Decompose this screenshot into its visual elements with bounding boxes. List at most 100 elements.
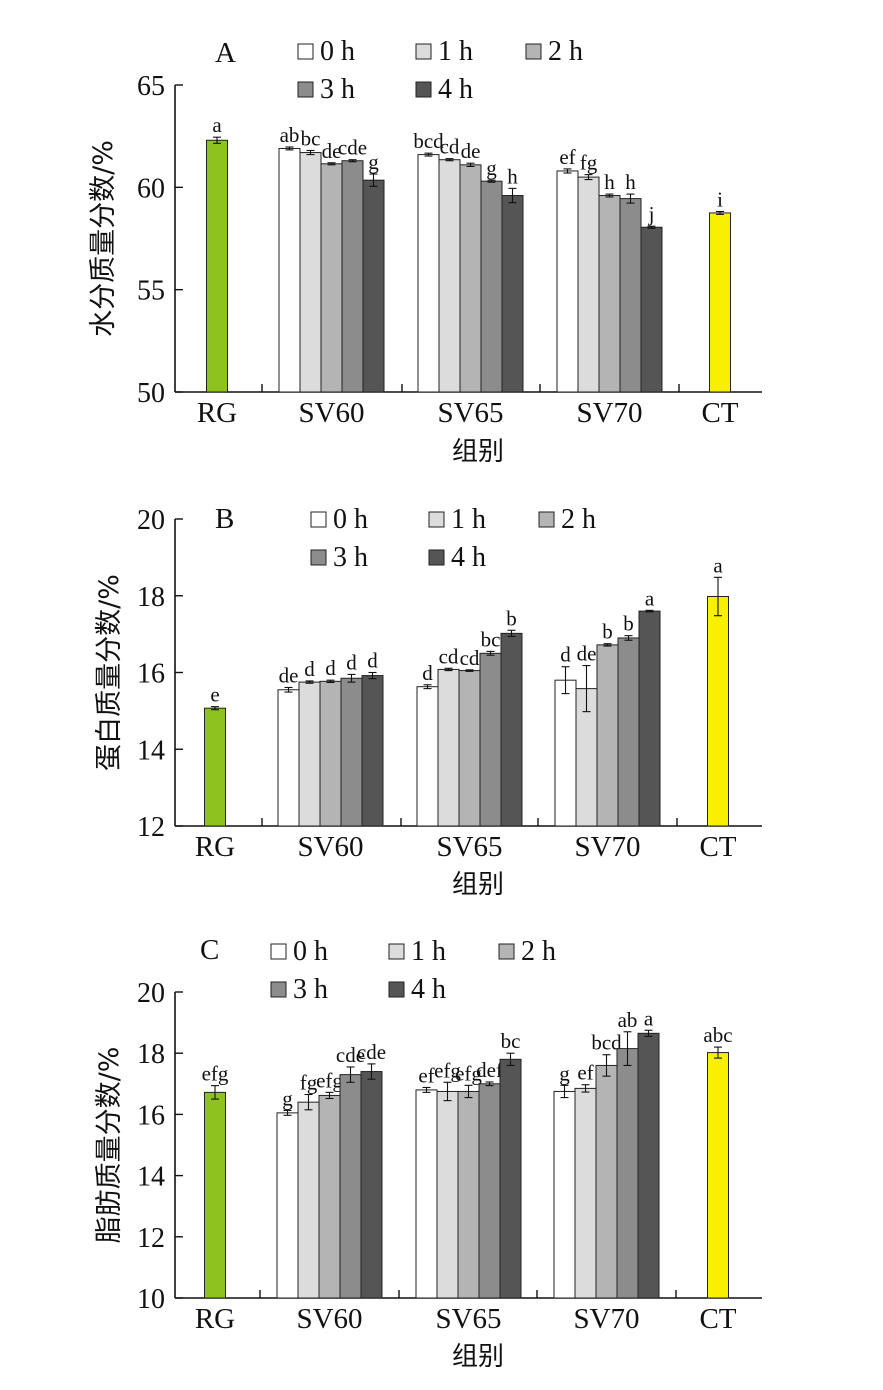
bar-sv60-4 <box>360 1071 383 1299</box>
y-tick-label: 16 <box>137 1100 165 1131</box>
legend-label: 0 h <box>320 36 355 67</box>
legend-label: 1 h <box>451 504 486 535</box>
significance-label: g <box>368 150 379 174</box>
bar-sv60-0 <box>278 147 301 393</box>
x-tick-label: RG <box>195 1303 235 1335</box>
significance-label: ab <box>618 1008 638 1032</box>
bar-sv70-4 <box>637 1032 660 1299</box>
significance-label: bc <box>481 627 501 651</box>
legend-swatch <box>310 549 327 566</box>
bar-sv70-4 <box>640 226 663 393</box>
legend-label: 1 h <box>438 36 473 67</box>
bar-sv65-2 <box>457 1090 480 1299</box>
bar-sv60-1 <box>297 1101 320 1299</box>
x-tick-label: RG <box>197 397 237 429</box>
bar-sv60-2 <box>320 163 343 393</box>
bar-sv60-4 <box>361 675 384 827</box>
significance-label: b <box>623 612 634 636</box>
significance-label: d <box>325 656 336 680</box>
significance-label: b <box>506 606 517 630</box>
significance-label: fg <box>580 151 598 175</box>
bar-sv60-1 <box>298 681 321 827</box>
significance-label: bc <box>501 1029 521 1053</box>
bar-rg <box>204 1091 226 1299</box>
y-tick-label: 20 <box>137 978 165 1009</box>
bar-sv65-1 <box>437 668 460 827</box>
bar-sv65-0 <box>417 154 440 393</box>
significance-label: bc <box>301 126 321 150</box>
significance-label: g <box>486 156 497 180</box>
x-tick-label: CT <box>699 1303 736 1335</box>
bar-ct <box>707 1052 729 1299</box>
bar-sv70-1 <box>574 1087 597 1299</box>
bar-sv65-1 <box>438 159 461 393</box>
legend-swatch <box>388 943 405 960</box>
legend-label: 2 h <box>561 504 596 535</box>
significance-label: g <box>282 1086 293 1110</box>
legend-label: 2 h <box>521 936 556 967</box>
bar-sv60-3 <box>339 1074 362 1299</box>
legend-swatch <box>388 981 405 998</box>
legend-label: 0 h <box>333 504 368 535</box>
significance-label: a <box>645 586 655 610</box>
x-axis-label: 组别 <box>452 1342 504 1372</box>
bar-sv65-2 <box>458 670 481 827</box>
significance-label: efg <box>434 1058 461 1082</box>
legend-label: 3 h <box>320 74 355 105</box>
significance-label: ef <box>559 145 575 169</box>
bar-sv60-4 <box>362 179 385 393</box>
y-tick-label: 10 <box>137 1284 165 1315</box>
y-axis-label: 脂肪质量分数/% <box>94 1047 125 1244</box>
legend-swatch <box>428 511 445 528</box>
bar-sv65-4 <box>500 632 523 827</box>
significance-label: g <box>559 1061 570 1085</box>
y-tick-label: 18 <box>137 1039 165 1070</box>
significance-label: de <box>322 139 342 163</box>
legend-label: 4 h <box>451 542 486 573</box>
significance-label: bcd <box>413 129 444 153</box>
bar-sv60-0 <box>276 1112 299 1299</box>
x-tick-label: SV65 <box>436 831 502 863</box>
legend-swatch <box>538 511 555 528</box>
x-tick-label: SV70 <box>573 1303 639 1335</box>
legend-label: 2 h <box>548 36 583 67</box>
legend-swatch <box>297 81 314 98</box>
significance-label: e <box>210 683 219 707</box>
bar-sv65-4 <box>499 1058 522 1299</box>
y-tick-label: 18 <box>137 582 165 613</box>
bar-sv60-1 <box>299 152 322 393</box>
significance-label: abc <box>703 1023 732 1047</box>
significance-label: a <box>713 553 723 577</box>
significance-label: d <box>560 643 571 667</box>
bar-sv70-3 <box>616 1048 639 1299</box>
panel-label: C <box>200 934 219 966</box>
bar-sv65-4 <box>501 195 524 393</box>
legend-swatch <box>310 511 327 528</box>
legend-swatch <box>297 43 314 60</box>
bar-sv65-3 <box>478 1083 501 1299</box>
bar-sv65-2 <box>459 164 482 393</box>
legend-label: 4 h <box>438 74 473 105</box>
bar-sv60-0 <box>277 689 300 827</box>
legend-swatch <box>270 943 287 960</box>
bar-ct <box>707 596 729 827</box>
significance-label: d <box>367 649 378 673</box>
legend-label: 3 h <box>293 974 328 1005</box>
y-tick-label: 20 <box>137 505 165 536</box>
x-tick-label: SV60 <box>297 831 363 863</box>
x-tick-label: SV70 <box>574 831 640 863</box>
bar-sv70-3 <box>617 637 640 827</box>
x-tick-label: CT <box>701 397 738 429</box>
legend-label: 3 h <box>333 542 368 573</box>
legend-swatch <box>525 43 542 60</box>
significance-label: de <box>279 663 299 687</box>
bar-sv70-4 <box>638 610 661 827</box>
legend-label: 0 h <box>293 936 328 967</box>
bar-sv70-0 <box>556 170 579 393</box>
significance-label: cd <box>460 646 480 670</box>
